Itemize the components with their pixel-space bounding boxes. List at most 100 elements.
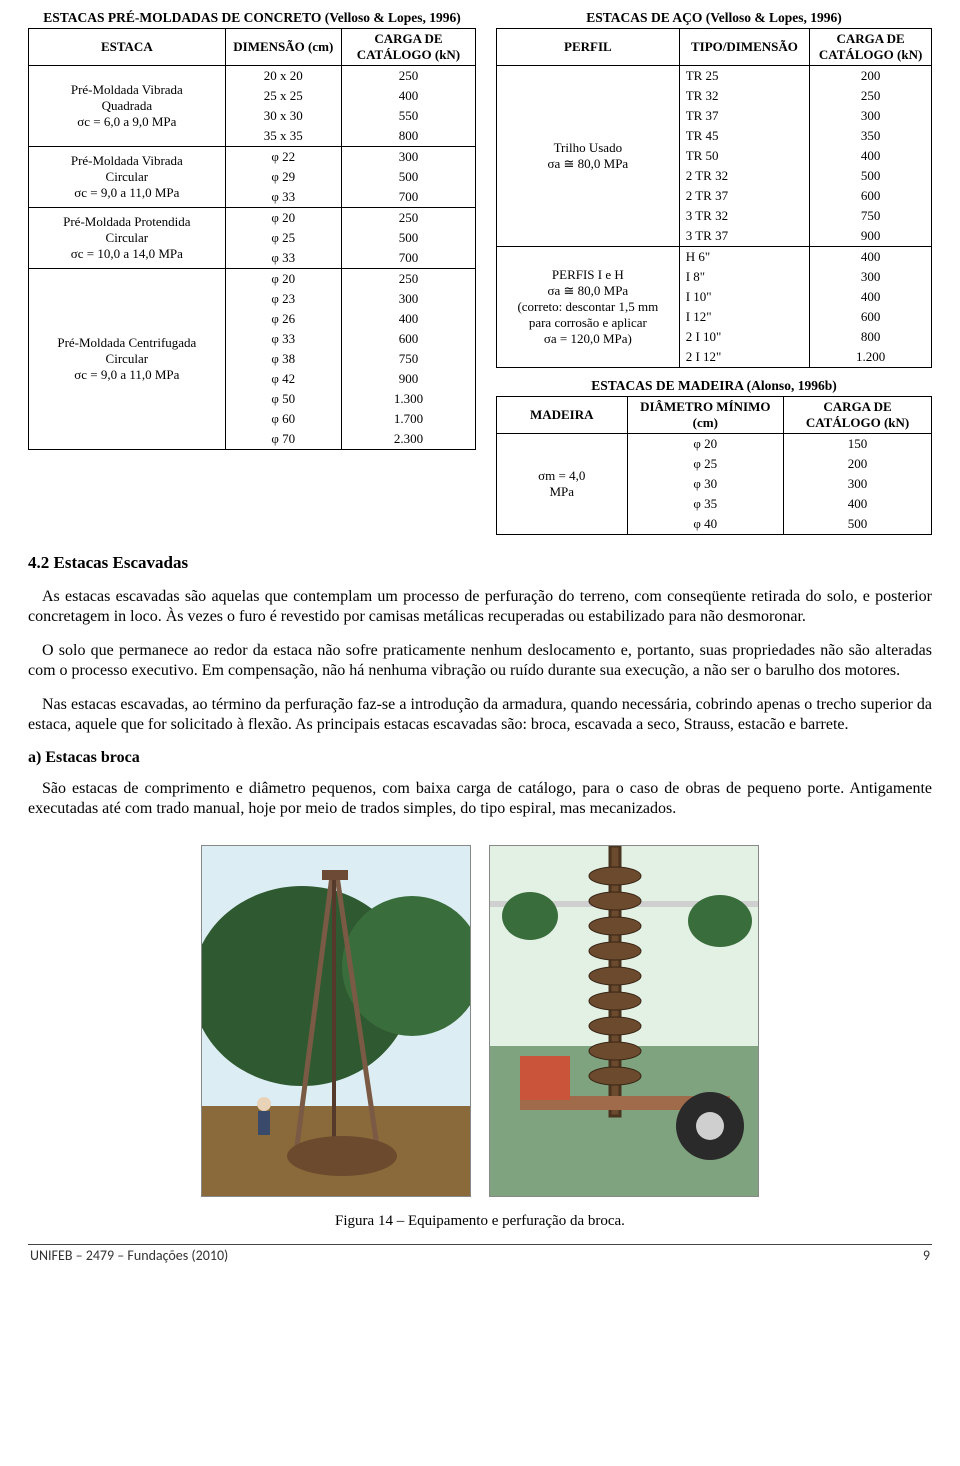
table1-load: 400 [341,309,475,329]
table2: PERFIL TIPO/DIMENSÃO CARGA DE CATÁLOGO (… [496,28,932,368]
table2-type: 3 TR 37 [679,226,810,247]
table2-load: 750 [810,206,932,226]
table1-dim: φ 42 [225,369,341,389]
table1-dim: φ 38 [225,349,341,369]
table3-diam: φ 20 [627,434,784,455]
table1-title: ESTACAS PRÉ-MOLDADAS DE CONCRETO (Vellos… [28,10,476,26]
table1-dim: φ 70 [225,429,341,450]
table1-load: 700 [341,187,475,208]
table2-load: 500 [810,166,932,186]
figure-left [201,845,471,1197]
table2-type: H 6" [679,247,810,268]
table1-load: 600 [341,329,475,349]
t1h2: CARGA DE CATÁLOGO (kN) [341,29,475,66]
table2-type: 2 I 12" [679,347,810,368]
table2-load: 600 [810,186,932,206]
table1-dim: φ 33 [225,187,341,208]
table1-dim: φ 23 [225,289,341,309]
table1-load: 300 [341,289,475,309]
table1-dim: φ 20 [225,208,341,229]
table2-load: 400 [810,247,932,268]
table2-load: 900 [810,226,932,247]
t2h1: TIPO/DIMENSÃO [679,29,810,66]
para-4: São estacas de comprimento e diâmetro pe… [28,779,932,819]
table2-type: TR 32 [679,86,810,106]
table1-dim: 30 x 30 [225,106,341,126]
table3-diam: φ 35 [627,494,784,514]
table2-load: 400 [810,146,932,166]
table1-dim: φ 60 [225,409,341,429]
table1-wrap: ESTACAS PRÉ-MOLDADAS DE CONCRETO (Vellos… [28,8,476,450]
table1-dim: φ 22 [225,147,341,168]
table2-load: 200 [810,66,932,87]
footer-rule [28,1244,932,1245]
table3-title: ESTACAS DE MADEIRA (Alonso, 1996b) [496,378,932,394]
table2-title: ESTACAS DE AÇO (Velloso & Lopes, 1996) [496,10,932,26]
table2-load: 250 [810,86,932,106]
table1-load: 550 [341,106,475,126]
table1-dim: φ 25 [225,228,341,248]
table2-load: 300 [810,106,932,126]
table1-load: 250 [341,208,475,229]
footer-left: UNIFEB – 2479 – Fundações (2010) [30,1247,228,1264]
table3-diam: φ 25 [627,454,784,474]
table1-load: 250 [341,66,475,87]
table2-load: 300 [810,267,932,287]
table1-load: 750 [341,349,475,369]
table1-groupname: Pré-Moldada Vibrada Quadrada σc = 6,0 a … [29,66,226,147]
table2-load: 600 [810,307,932,327]
table1-load: 500 [341,167,475,187]
table2-type: I 10" [679,287,810,307]
table2-load: 800 [810,327,932,347]
table1-load: 800 [341,126,475,147]
table3-load: 200 [784,454,932,474]
page-footer: UNIFEB – 2479 – Fundações (2010) 9 [28,1247,932,1270]
table2-type: TR 50 [679,146,810,166]
table2-type: 3 TR 32 [679,206,810,226]
table2-load: 1.200 [810,347,932,368]
table1-load: 500 [341,228,475,248]
table1-load: 2.300 [341,429,475,450]
table3-groupname: σm = 4,0 MPa [497,434,628,535]
table1-dim: φ 26 [225,309,341,329]
table1-dim: φ 29 [225,167,341,187]
table3-diam: φ 40 [627,514,784,535]
table3-load: 300 [784,474,932,494]
table3-diam: φ 30 [627,474,784,494]
table1-dim: 25 x 25 [225,86,341,106]
table1-groupname: Pré-Moldada Vibrada Circular σc = 9,0 a … [29,147,226,208]
table2-type: 2 TR 32 [679,166,810,186]
para-1: As estacas escavadas são aquelas que con… [28,587,932,627]
table2-load: 350 [810,126,932,146]
t3h2: CARGA DE CATÁLOGO (kN) [784,397,932,434]
table2-type: TR 25 [679,66,810,87]
table1-load: 700 [341,248,475,269]
table1-dim: φ 33 [225,248,341,269]
table1-load: 1.700 [341,409,475,429]
table1-dim: φ 33 [225,329,341,349]
tables-row: ESTACAS PRÉ-MOLDADAS DE CONCRETO (Vellos… [28,8,932,535]
table1: ESTACA DIMENSÃO (cm) CARGA DE CATÁLOGO (… [28,28,476,450]
table1-dim: φ 50 [225,389,341,409]
table2-type: TR 37 [679,106,810,126]
table1-load: 900 [341,369,475,389]
table2-type: 2 TR 37 [679,186,810,206]
table1-load: 300 [341,147,475,168]
table1-groupname: Pré-Moldada Protendida Circular σc = 10,… [29,208,226,269]
t2h2: CARGA DE CATÁLOGO (kN) [810,29,932,66]
table2-type: I 12" [679,307,810,327]
table1-dim: φ 20 [225,269,341,290]
table2-type: I 8" [679,267,810,287]
figure-caption: Figura 14 – Equipamento e perfuração da … [28,1213,932,1230]
table2-groupname: Trilho Usado σa ≅ 80,0 MPa [497,66,680,247]
table2-groupname: PERFIS I e H σa ≅ 80,0 MPa (correto: des… [497,247,680,368]
t3h1: DIÂMETRO MÍNIMO (cm) [627,397,784,434]
para-3: Nas estacas escavadas, ao término da per… [28,695,932,735]
table1-dim: 20 x 20 [225,66,341,87]
t1h1: DIMENSÃO (cm) [225,29,341,66]
table1-load: 1.300 [341,389,475,409]
table2-type: 2 I 10" [679,327,810,347]
table3-load: 150 [784,434,932,455]
table1-load: 400 [341,86,475,106]
figure-row [28,845,932,1197]
